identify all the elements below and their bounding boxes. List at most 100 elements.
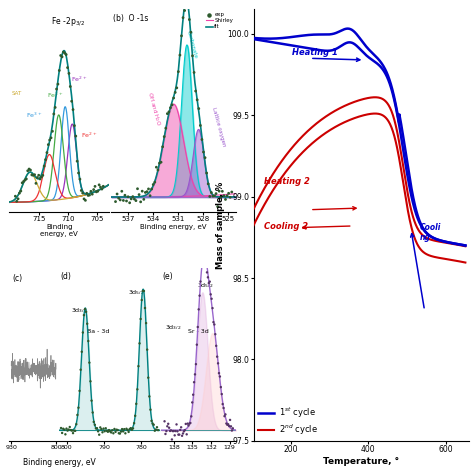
Point (173, 428, 181, 435)
Point (72, 427, 79, 435)
Text: (b)  O -1s: (b) O -1s (113, 14, 148, 23)
Point (123, 197, 130, 205)
Point (160, 133, 168, 140)
Point (119, 197, 127, 204)
Point (145, 185, 152, 193)
Point (128, 426, 136, 434)
Point (140, 196, 147, 203)
Point (182, 420, 190, 428)
Point (76, 175, 84, 183)
Point (64, 64, 71, 72)
Point (40, 162, 48, 170)
Legend: exp, Shirley, fit: exp, Shirley, fit (206, 12, 233, 29)
Point (126, 425, 134, 433)
Point (104, 428, 112, 436)
Point (45, 141, 52, 148)
Text: Heating 1: Heating 1 (292, 48, 338, 57)
Point (208, 189, 215, 196)
Point (75, 404, 82, 411)
Point (148, 417, 155, 425)
Point (65, 70, 73, 77)
Point (114, 426, 121, 434)
Point (80, 195, 88, 203)
Point (65, 426, 73, 433)
Point (154, 166, 162, 174)
Point (17, 187, 25, 195)
Point (228, 188, 236, 196)
Point (164, 422, 171, 430)
Point (204, 180, 212, 188)
Point (180, 428, 188, 435)
Point (195, 306, 202, 313)
Point (216, 373, 224, 380)
Text: 3d$_{3/2}$: 3d$_{3/2}$ (165, 324, 182, 332)
Point (84, 191, 92, 199)
Point (156, 159, 164, 167)
Point (208, 295, 215, 302)
Point (110, 425, 118, 433)
Point (154, 426, 162, 434)
Point (161, 418, 168, 425)
Point (196, 292, 203, 300)
Point (220, 404, 228, 412)
Point (47, 134, 55, 142)
Point (126, 199, 134, 207)
Point (189, 399, 196, 406)
Point (201, 154, 209, 162)
Point (217, 383, 225, 391)
Point (165, 424, 173, 431)
Point (226, 416, 234, 424)
Point (103, 427, 110, 435)
Point (187, 419, 194, 427)
Point (204, 273, 212, 281)
Point (198, 258, 205, 266)
Point (227, 422, 235, 430)
Point (210, 319, 217, 326)
Point (14, 195, 22, 202)
Point (18, 179, 26, 187)
Point (77, 366, 84, 374)
Point (31, 171, 38, 179)
Point (94, 188, 101, 195)
Point (84, 337, 92, 345)
Point (97, 183, 104, 191)
Point (93, 424, 101, 432)
Point (153, 164, 160, 171)
Point (166, 427, 174, 435)
Point (151, 427, 159, 435)
Point (141, 304, 149, 312)
Point (184, 1, 191, 9)
Point (178, 32, 185, 40)
Point (223, 419, 230, 427)
Point (206, 278, 214, 285)
Point (73, 420, 80, 428)
Point (28, 171, 36, 179)
Point (215, 369, 223, 377)
Text: (e): (e) (162, 272, 173, 281)
Point (63, 51, 70, 58)
Point (207, 291, 214, 298)
Point (139, 287, 146, 295)
Point (23, 175, 30, 182)
Y-axis label: Mass of sample, %: Mass of sample, % (216, 182, 225, 269)
Point (90, 186, 98, 193)
Point (77, 187, 85, 194)
Point (143, 346, 151, 354)
Point (112, 428, 119, 436)
Point (146, 406, 154, 413)
Point (222, 196, 229, 203)
Text: Heating 2: Heating 2 (264, 177, 310, 186)
Point (98, 425, 105, 433)
Point (163, 427, 170, 435)
Point (51, 104, 59, 111)
Point (192, 87, 200, 95)
Point (94, 428, 102, 435)
Point (182, 0, 190, 5)
Point (169, 428, 177, 435)
Point (219, 188, 226, 195)
Point (220, 192, 228, 200)
Point (69, 106, 77, 113)
Point (99, 428, 106, 436)
Point (172, 427, 179, 435)
Point (199, 262, 206, 270)
